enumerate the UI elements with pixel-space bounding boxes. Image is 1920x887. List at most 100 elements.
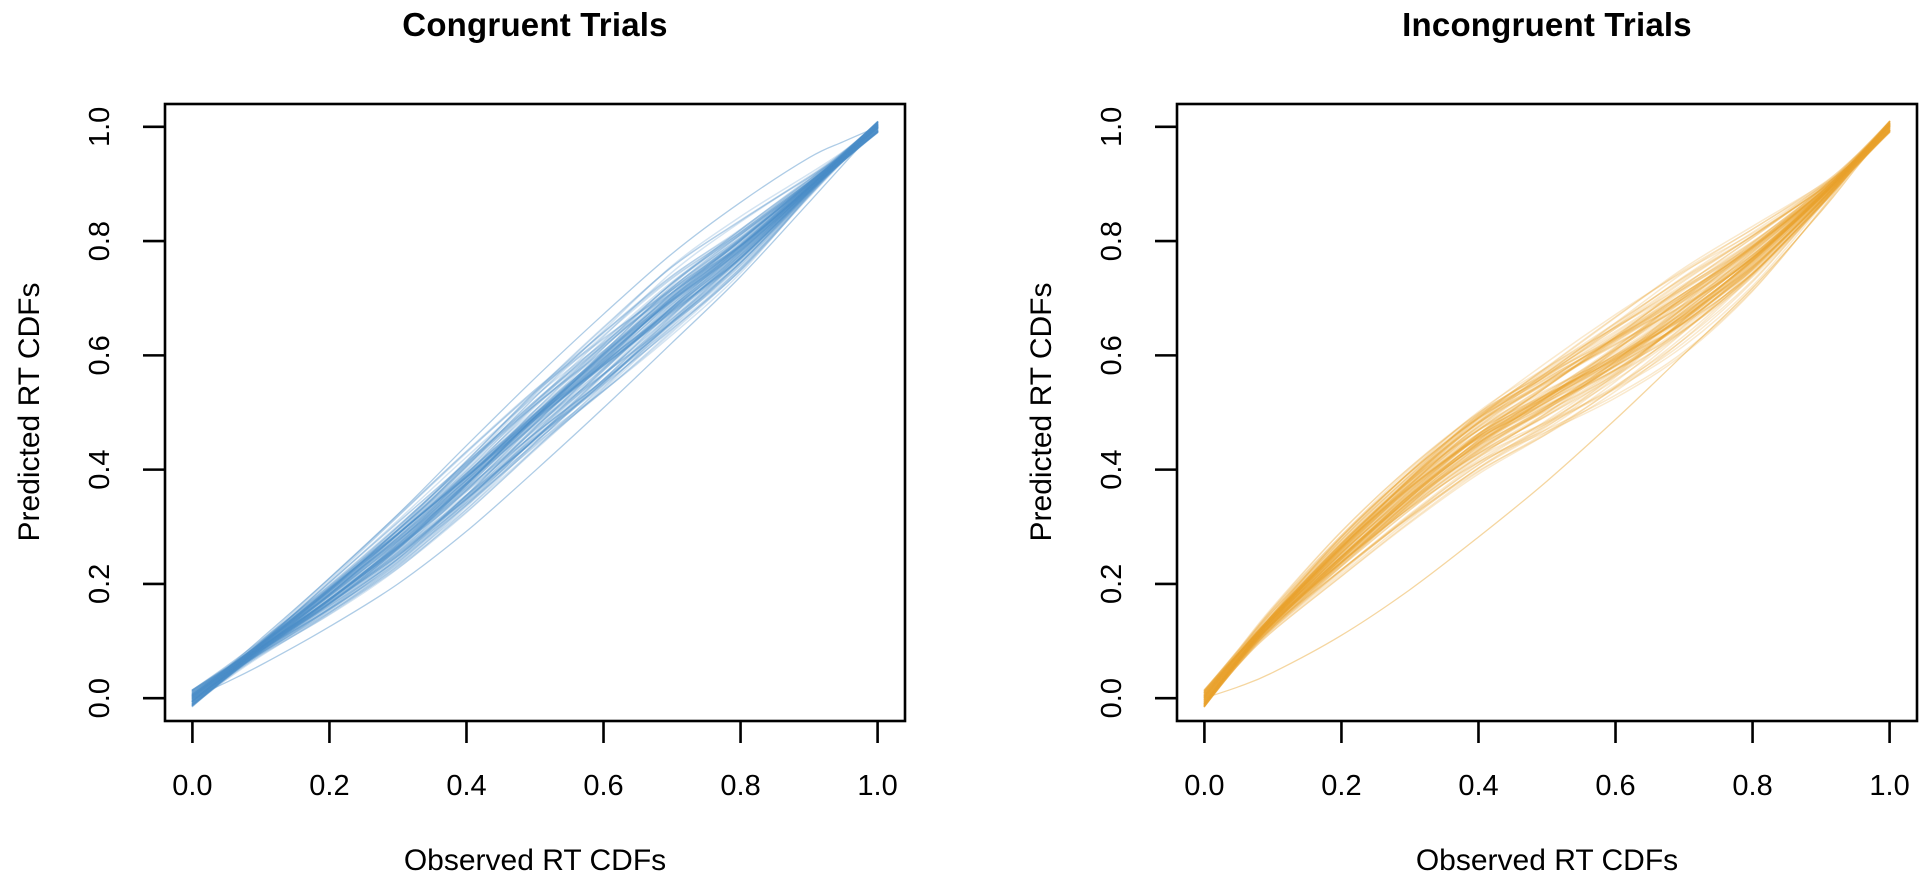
cdf-curve [191,131,879,694]
cdf-curve [1203,124,1891,695]
cdf-curve [1203,131,1891,703]
y-tick-label: 0.0 [84,678,116,718]
cdf-curve [1203,128,1891,706]
cdf-curve [191,127,879,698]
cdf-outlier-curve [191,126,879,699]
cdf-curve [191,129,879,704]
cdf-curve [191,126,879,708]
cdf-curve [191,126,879,704]
plot-box-left [163,102,907,723]
cdf-curve [191,125,879,696]
cdf-curve [191,127,879,694]
cdf-curve [191,127,879,698]
cdf-curve [1203,126,1891,700]
cdf-curve [191,126,879,705]
y-tick-label: 0.6 [1096,335,1128,375]
cdf-curve [1203,125,1891,705]
cdf-curve [1203,131,1891,702]
cdf-curve [1203,131,1891,708]
cdf-curve [1203,130,1891,705]
cdf-curve [1203,125,1891,699]
cdf-curve [1203,128,1891,703]
cdf-curve [191,123,879,704]
cdf-curves-left [191,120,879,708]
cdf-curve [1203,128,1891,698]
cdf-curve [191,123,879,694]
cdf-curve [191,121,879,706]
cdf-curve [1203,122,1891,697]
y-tick-label: 1.0 [84,107,116,147]
cdf-curve [1203,124,1891,705]
panel-title-congruent: Congruent Trials [402,6,668,43]
cdf-curve [1203,124,1891,700]
cdf-curve [191,130,879,692]
cdf-curve [1203,122,1891,693]
x-tick-label: 0.6 [583,770,623,802]
cdf-curve [191,124,879,703]
cdf-curve [191,127,879,701]
cdf-curve [191,121,879,703]
cdf-curve [1203,120,1891,696]
cdf-curve [191,130,879,705]
cdf-curve [191,131,879,707]
cdf-curve [191,123,879,697]
cdf-curve [191,126,879,698]
x-tick-label: 1.0 [1869,770,1909,802]
cdf-curve [191,123,879,707]
plot-panel-right: 0.0 0.0 0.2 0.2 0.4 0.4 0.6 0.6 0.8 0.8 1.0 1.0 [1096,102,1919,802]
cdf-curve [1203,122,1891,701]
cdf-curve [1203,127,1891,691]
y-tick-label: 0.6 [84,335,116,375]
cdf-curve [191,126,879,696]
cdf-curve [1203,128,1891,699]
cdf-curve [1203,129,1891,701]
cdf-curve [191,122,879,695]
cdf-curve [1203,120,1891,706]
cdf-curve [191,121,879,702]
cdf-curve [191,121,879,691]
cdf-curve [191,125,879,696]
cdf-curve [191,130,879,697]
y-tick-label: 0.4 [1096,449,1128,489]
axis-ticks-left [143,125,879,743]
cdf-curve [1203,125,1891,707]
cdf-curve [191,120,879,694]
cdf-curve [191,124,879,692]
cdf-curve [191,129,879,695]
y-tick-label: 0.8 [84,221,116,261]
cdf-curve [1203,123,1891,705]
x-tick-label: 0.2 [309,770,349,802]
cdf-curve [191,128,879,701]
x-tick-label: 0.6 [1595,770,1635,802]
cdf-curve [191,127,879,708]
cdf-curve [1203,124,1891,699]
cdf-curve [1203,120,1891,703]
cdf-curve [191,125,879,693]
cdf-curve [1203,128,1891,697]
cdf-curve [191,131,879,705]
cdf-curve [191,131,879,699]
cdf-curve [1203,122,1891,707]
cdf-curve [1203,121,1891,701]
cdf-curve [1203,123,1891,707]
cdf-curve [191,130,879,702]
cdf-curve [191,130,879,703]
cdf-curve [191,130,879,696]
cdf-curve [1203,127,1891,699]
cdf-curve [191,122,879,696]
cdf-curve [191,123,879,699]
cdf-curve [1203,126,1891,694]
cdf-curve [1203,127,1891,699]
axis-tick-labels-right: 0.0 0.0 0.2 0.2 0.4 0.4 0.6 0.6 0.8 0.8 1.0 1.0 [1096,107,1910,802]
cdf-curve [1203,122,1891,691]
cdf-curve [1203,129,1891,694]
cdf-curve [1203,129,1891,699]
cdf-curve [191,123,879,706]
cdf-curve [1203,122,1891,708]
cdf-curve [1203,130,1891,697]
cdf-curve [191,124,879,706]
cdf-curve [1203,123,1891,692]
cdf-curve [1203,131,1891,694]
cdf-curve [1203,121,1891,707]
